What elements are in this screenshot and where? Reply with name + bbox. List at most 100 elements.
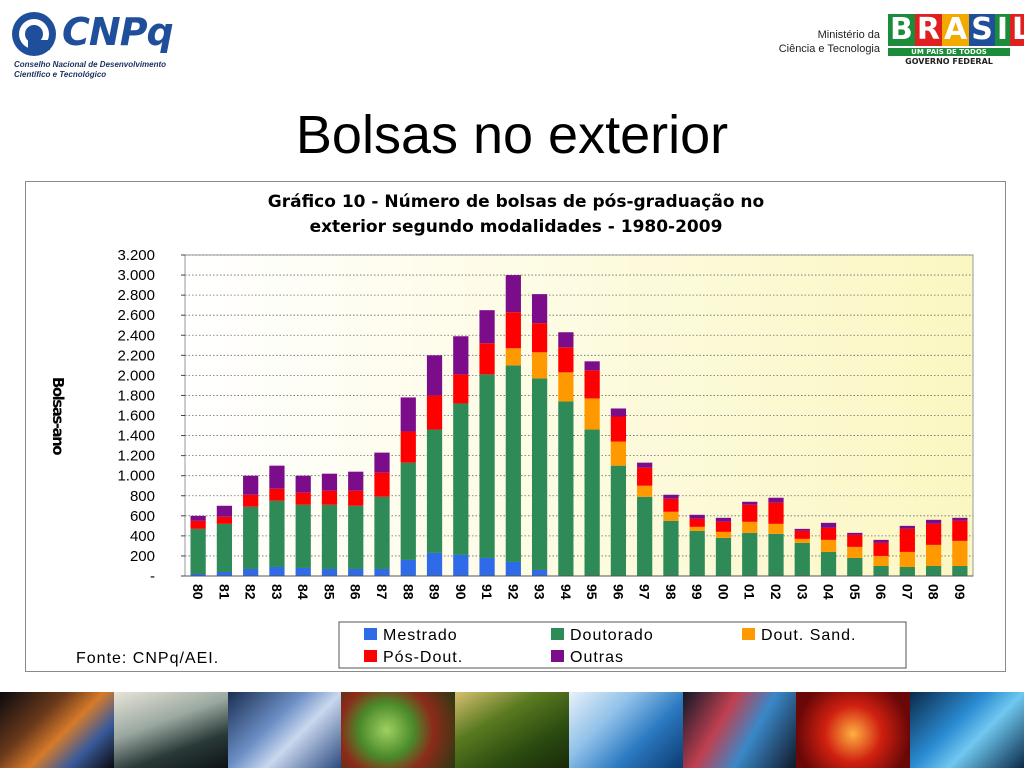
x-tick-label: 01 xyxy=(742,584,758,600)
photo-circuit-board xyxy=(910,692,1024,768)
bar-84-mestrado xyxy=(295,567,311,576)
brasil-letter: S xyxy=(969,12,995,47)
brasil-letter: B xyxy=(888,12,915,47)
bar-08-p-s-dout- xyxy=(925,523,942,545)
bar-00-doutorado xyxy=(715,537,732,576)
bar-05-doutorado xyxy=(847,557,863,576)
photo-strip xyxy=(0,692,1024,768)
bar-88-p-s-dout- xyxy=(400,431,416,463)
bar-84-outras xyxy=(295,475,311,493)
bar-00-outras xyxy=(715,517,732,522)
x-tick-label: 09 xyxy=(952,584,968,600)
bar-03-doutorado xyxy=(794,542,810,576)
bar-87-doutorado xyxy=(374,496,390,569)
bar-99-dout-sand- xyxy=(689,526,705,531)
chart-container: Gráfico 10 - Número de bolsas de pós-gra… xyxy=(25,181,1006,672)
bar-83-mestrado xyxy=(269,566,285,576)
x-tick-label: 88 xyxy=(400,584,416,600)
bar-80-mestrado xyxy=(190,573,206,576)
bar-92-mestrado xyxy=(505,561,521,576)
bar-86-outras xyxy=(348,471,364,491)
bar-92-p-s-dout- xyxy=(505,312,521,349)
x-tick-label: 05 xyxy=(847,584,863,600)
bar-02-dout-sand- xyxy=(768,523,784,534)
bar-97-p-s-dout- xyxy=(637,467,653,486)
x-tick-label: 86 xyxy=(348,584,364,600)
photo-microscope xyxy=(113,692,228,768)
bar-07-outras xyxy=(899,525,915,529)
legend-label: Pós-Dout. xyxy=(383,649,463,666)
bar-86-p-s-dout- xyxy=(348,490,364,506)
bar-98-p-s-dout- xyxy=(663,498,679,512)
bar-83-p-s-dout- xyxy=(269,488,285,501)
bar-90-outras xyxy=(453,336,469,375)
x-tick-label: 84 xyxy=(295,584,311,600)
y-tick-label: 600 xyxy=(130,508,155,525)
chart-title-line2: exterior segundo modalidades - 1980-2009 xyxy=(310,217,723,237)
y-tick-label: 3.000 xyxy=(117,267,155,284)
bar-05-dout-sand- xyxy=(847,546,863,558)
bar-85-p-s-dout- xyxy=(321,490,338,505)
brasil-tagline: UM PAÍS DE TODOS xyxy=(888,48,1010,56)
photo-dna-helix xyxy=(682,692,797,768)
cnpq-emblem-icon xyxy=(12,12,56,56)
bar-98-doutorado xyxy=(663,520,679,576)
x-tick-label: 95 xyxy=(584,584,600,600)
bar-08-outras xyxy=(925,519,942,524)
legend-label: Doutorado xyxy=(570,627,654,644)
bar-89-mestrado xyxy=(426,552,443,576)
bar-07-p-s-dout- xyxy=(899,528,915,552)
bar-01-p-s-dout- xyxy=(742,504,758,522)
bar-82-doutorado xyxy=(243,506,259,569)
stacked-bar-chart: Gráfico 10 - Número de bolsas de pós-gra… xyxy=(49,192,974,669)
x-tick-label: 06 xyxy=(873,584,889,600)
bar-04-p-s-dout- xyxy=(820,527,837,540)
bar-94-dout-sand- xyxy=(558,372,574,402)
bar-84-p-s-dout- xyxy=(295,492,311,505)
y-tick-label: 400 xyxy=(130,528,155,545)
x-tick-label: 92 xyxy=(505,584,521,600)
bar-03-p-s-dout- xyxy=(794,530,810,539)
photo-lab-flask xyxy=(796,692,911,768)
bar-83-doutorado xyxy=(269,500,285,567)
bar-96-outras xyxy=(610,408,627,417)
bar-81-doutorado xyxy=(216,523,233,572)
bar-97-outras xyxy=(637,462,653,468)
x-tick-label: 91 xyxy=(479,584,495,600)
bar-92-doutorado xyxy=(505,365,521,562)
bar-80-p-s-dout- xyxy=(190,520,206,529)
y-tick-label: 1.000 xyxy=(117,468,155,485)
bar-03-outras xyxy=(794,528,810,531)
bar-04-doutorado xyxy=(820,551,837,576)
bar-00-dout-sand- xyxy=(715,531,732,538)
bar-94-outras xyxy=(558,332,574,348)
photo-solar-panels xyxy=(227,692,342,768)
bar-81-outras xyxy=(216,505,233,517)
bar-87-mestrado xyxy=(374,568,390,576)
photo-coffee-beans xyxy=(341,692,456,768)
y-tick-label: - xyxy=(150,568,155,585)
bar-93-outras xyxy=(531,294,548,324)
x-tick-label: 96 xyxy=(610,584,626,600)
x-tick-label: 83 xyxy=(269,584,285,600)
y-tick-label: 1.400 xyxy=(117,428,155,445)
bar-91-mestrado xyxy=(479,557,495,576)
chart-title-line1: Gráfico 10 - Número de bolsas de pós-gra… xyxy=(268,192,764,212)
y-tick-label: 3.200 xyxy=(117,247,155,264)
bar-91-outras xyxy=(479,310,495,344)
bar-96-doutorado xyxy=(610,465,627,576)
x-tick-label: 08 xyxy=(926,584,942,600)
bar-85-mestrado xyxy=(321,568,338,576)
bar-89-p-s-dout- xyxy=(426,395,443,430)
x-tick-label: 02 xyxy=(768,584,784,600)
bar-01-doutorado xyxy=(742,532,758,576)
bar-02-outras xyxy=(768,497,784,503)
y-tick-label: 1.600 xyxy=(117,408,155,425)
legend-swatch-p-s-dout- xyxy=(364,650,377,662)
x-tick-label: 93 xyxy=(532,584,548,600)
bar-05-outras xyxy=(847,532,863,535)
bar-86-doutorado xyxy=(348,505,364,569)
bar-93-dout-sand- xyxy=(531,352,548,379)
chart-source: Fonte: CNPq/AEI. xyxy=(76,650,219,667)
